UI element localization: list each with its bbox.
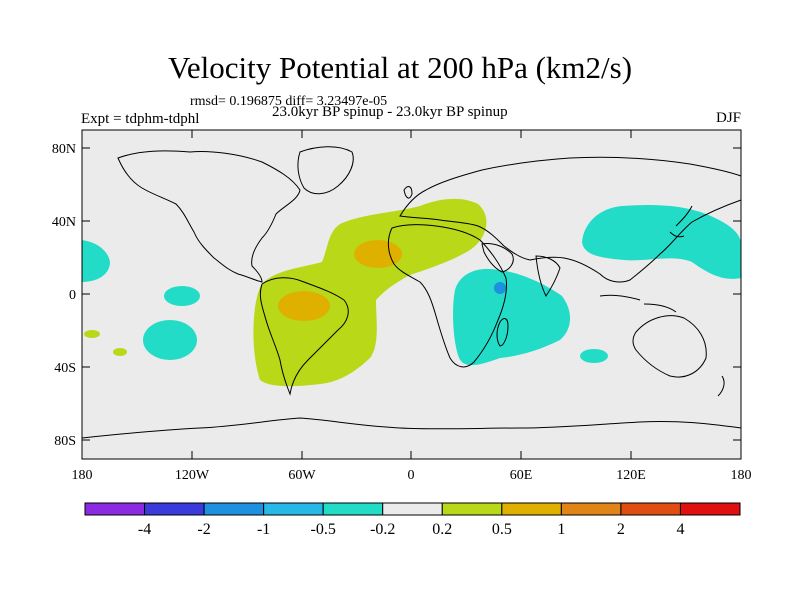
coast-arabia [481, 243, 514, 273]
lat-axis: 80N 40N 0 40S 80S [52, 142, 741, 449]
lon-label-180w: 180 [72, 468, 93, 483]
coast-india [535, 255, 561, 297]
orange-max-west-africa [354, 240, 402, 268]
lat-label-40s: 40S [54, 361, 76, 376]
lon-label-60e: 60E [510, 468, 533, 483]
lon-label-180e: 180 [731, 468, 752, 483]
lat-label-0: 0 [69, 288, 76, 303]
colorbar-label-2: -1 [257, 521, 270, 538]
coastlines [81, 146, 742, 439]
negative-region-indian-ocean [453, 268, 571, 366]
lon-axis: 180 120W 60W 0 60E 120E 180 [72, 130, 752, 483]
coast-africa [387, 224, 507, 368]
experiment-label: Expt = tdphm-tdphl [81, 111, 200, 127]
coast-north-america [117, 150, 301, 283]
lat-label-80n: 80N [52, 142, 76, 157]
stats-line: rmsd= 0.196875 diff= 3.23497e-05 [190, 94, 388, 109]
lon-label-120e: 120E [616, 468, 646, 483]
plot-title: Velocity Potential at 200 hPa (km2/s) [167, 50, 633, 85]
contour-fills [82, 198, 741, 387]
season-label: DJF [715, 110, 741, 126]
negative-region-west-pacific [582, 204, 741, 279]
lon-label-60w: 60W [288, 468, 316, 483]
colorbar-swatch-9 [620, 502, 681, 516]
coast-indonesia [599, 294, 677, 313]
colorbar: -4 -2 -1 -0.5 -0.2 0.2 0.5 1 2 4 [84, 502, 741, 538]
coast-japan [669, 205, 693, 238]
colorbar-label-1: -2 [197, 521, 210, 538]
lat-label-80s: 80S [54, 434, 76, 449]
coast-madagascar [496, 318, 509, 347]
coast-new-zealand [717, 375, 725, 397]
experiment-subtitle: 23.0kyr BP spinup - 23.0kyr BP spinup [272, 104, 508, 120]
colorbar-label-8: 2 [617, 521, 625, 538]
coast-eurasia [399, 156, 742, 283]
colorbar-swatch-2 [203, 502, 265, 516]
colorbar-swatch-10 [679, 502, 741, 516]
colorbar-label-5: 0.2 [432, 521, 452, 538]
negative-dip-madagascar [494, 282, 506, 294]
colorbar-label-6: 0.5 [492, 521, 512, 538]
positive-spot-pacific-2 [113, 348, 127, 356]
colorbar-label-3: -0.5 [311, 521, 336, 538]
coast-antarctica [81, 417, 742, 439]
colorbar-swatch-6 [441, 502, 503, 516]
positive-spot-pacific-1 [84, 330, 100, 338]
coast-uk [403, 186, 413, 199]
colorbar-swatch-3 [263, 502, 324, 516]
negative-region-east-pacific-west [82, 240, 110, 282]
negative-region-south-indian-small [580, 349, 608, 363]
coast-greenland [297, 146, 354, 195]
colorbar-swatch-1 [144, 502, 205, 516]
colorbar-swatch-0 [84, 502, 146, 516]
coast-australia [632, 315, 707, 378]
colorbar-label-4: -0.2 [370, 521, 395, 538]
colorbar-swatch-5 [382, 502, 443, 516]
colorbar-swatch-4 [322, 502, 384, 516]
colorbar-swatch-7 [501, 502, 562, 516]
colorbar-label-0: -4 [138, 521, 151, 538]
colorbar-label-7: 1 [557, 521, 565, 538]
coast-south-america [259, 277, 349, 396]
negative-region-south-pacific-small [164, 286, 200, 306]
colorbar-label-9: 4 [676, 521, 684, 538]
lon-label-120w: 120W [175, 468, 210, 483]
negative-region-south-pacific [143, 320, 197, 360]
lat-label-40n: 40N [52, 215, 76, 230]
lon-label-0: 0 [408, 468, 415, 483]
positive-region-america-africa [253, 198, 487, 387]
orange-max-brazil [278, 291, 330, 321]
colorbar-swatch-8 [560, 502, 622, 516]
